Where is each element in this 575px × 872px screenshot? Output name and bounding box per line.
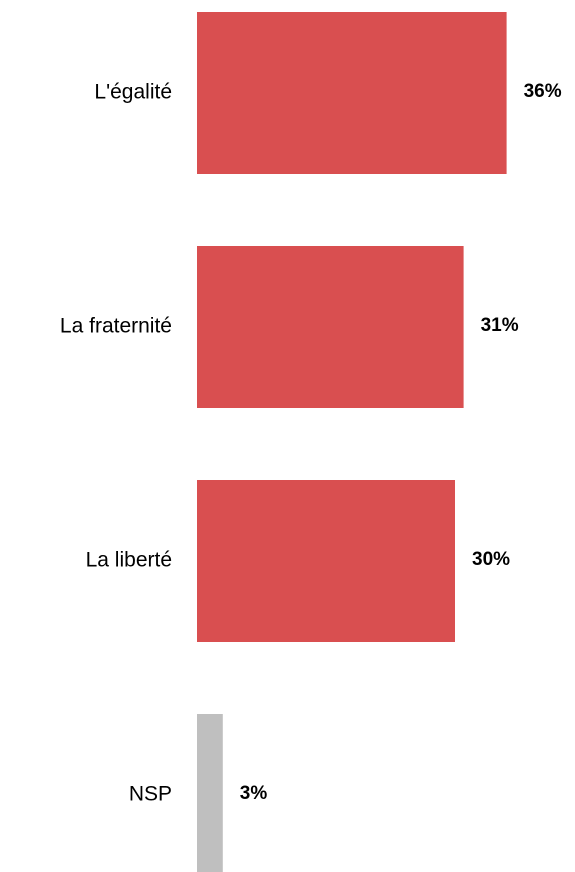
- category-label: L'égalité: [94, 81, 172, 104]
- bar: [197, 480, 455, 642]
- value-label: 36%: [524, 81, 562, 102]
- value-label: 3%: [240, 783, 268, 804]
- bar: [197, 246, 464, 408]
- category-label: La liberté: [86, 549, 172, 572]
- value-label: 31%: [481, 315, 519, 336]
- bar: [197, 714, 223, 872]
- value-label: 30%: [472, 549, 510, 570]
- category-label: NSP: [129, 783, 172, 806]
- category-label: La fraternité: [60, 315, 172, 338]
- bar: [197, 12, 507, 174]
